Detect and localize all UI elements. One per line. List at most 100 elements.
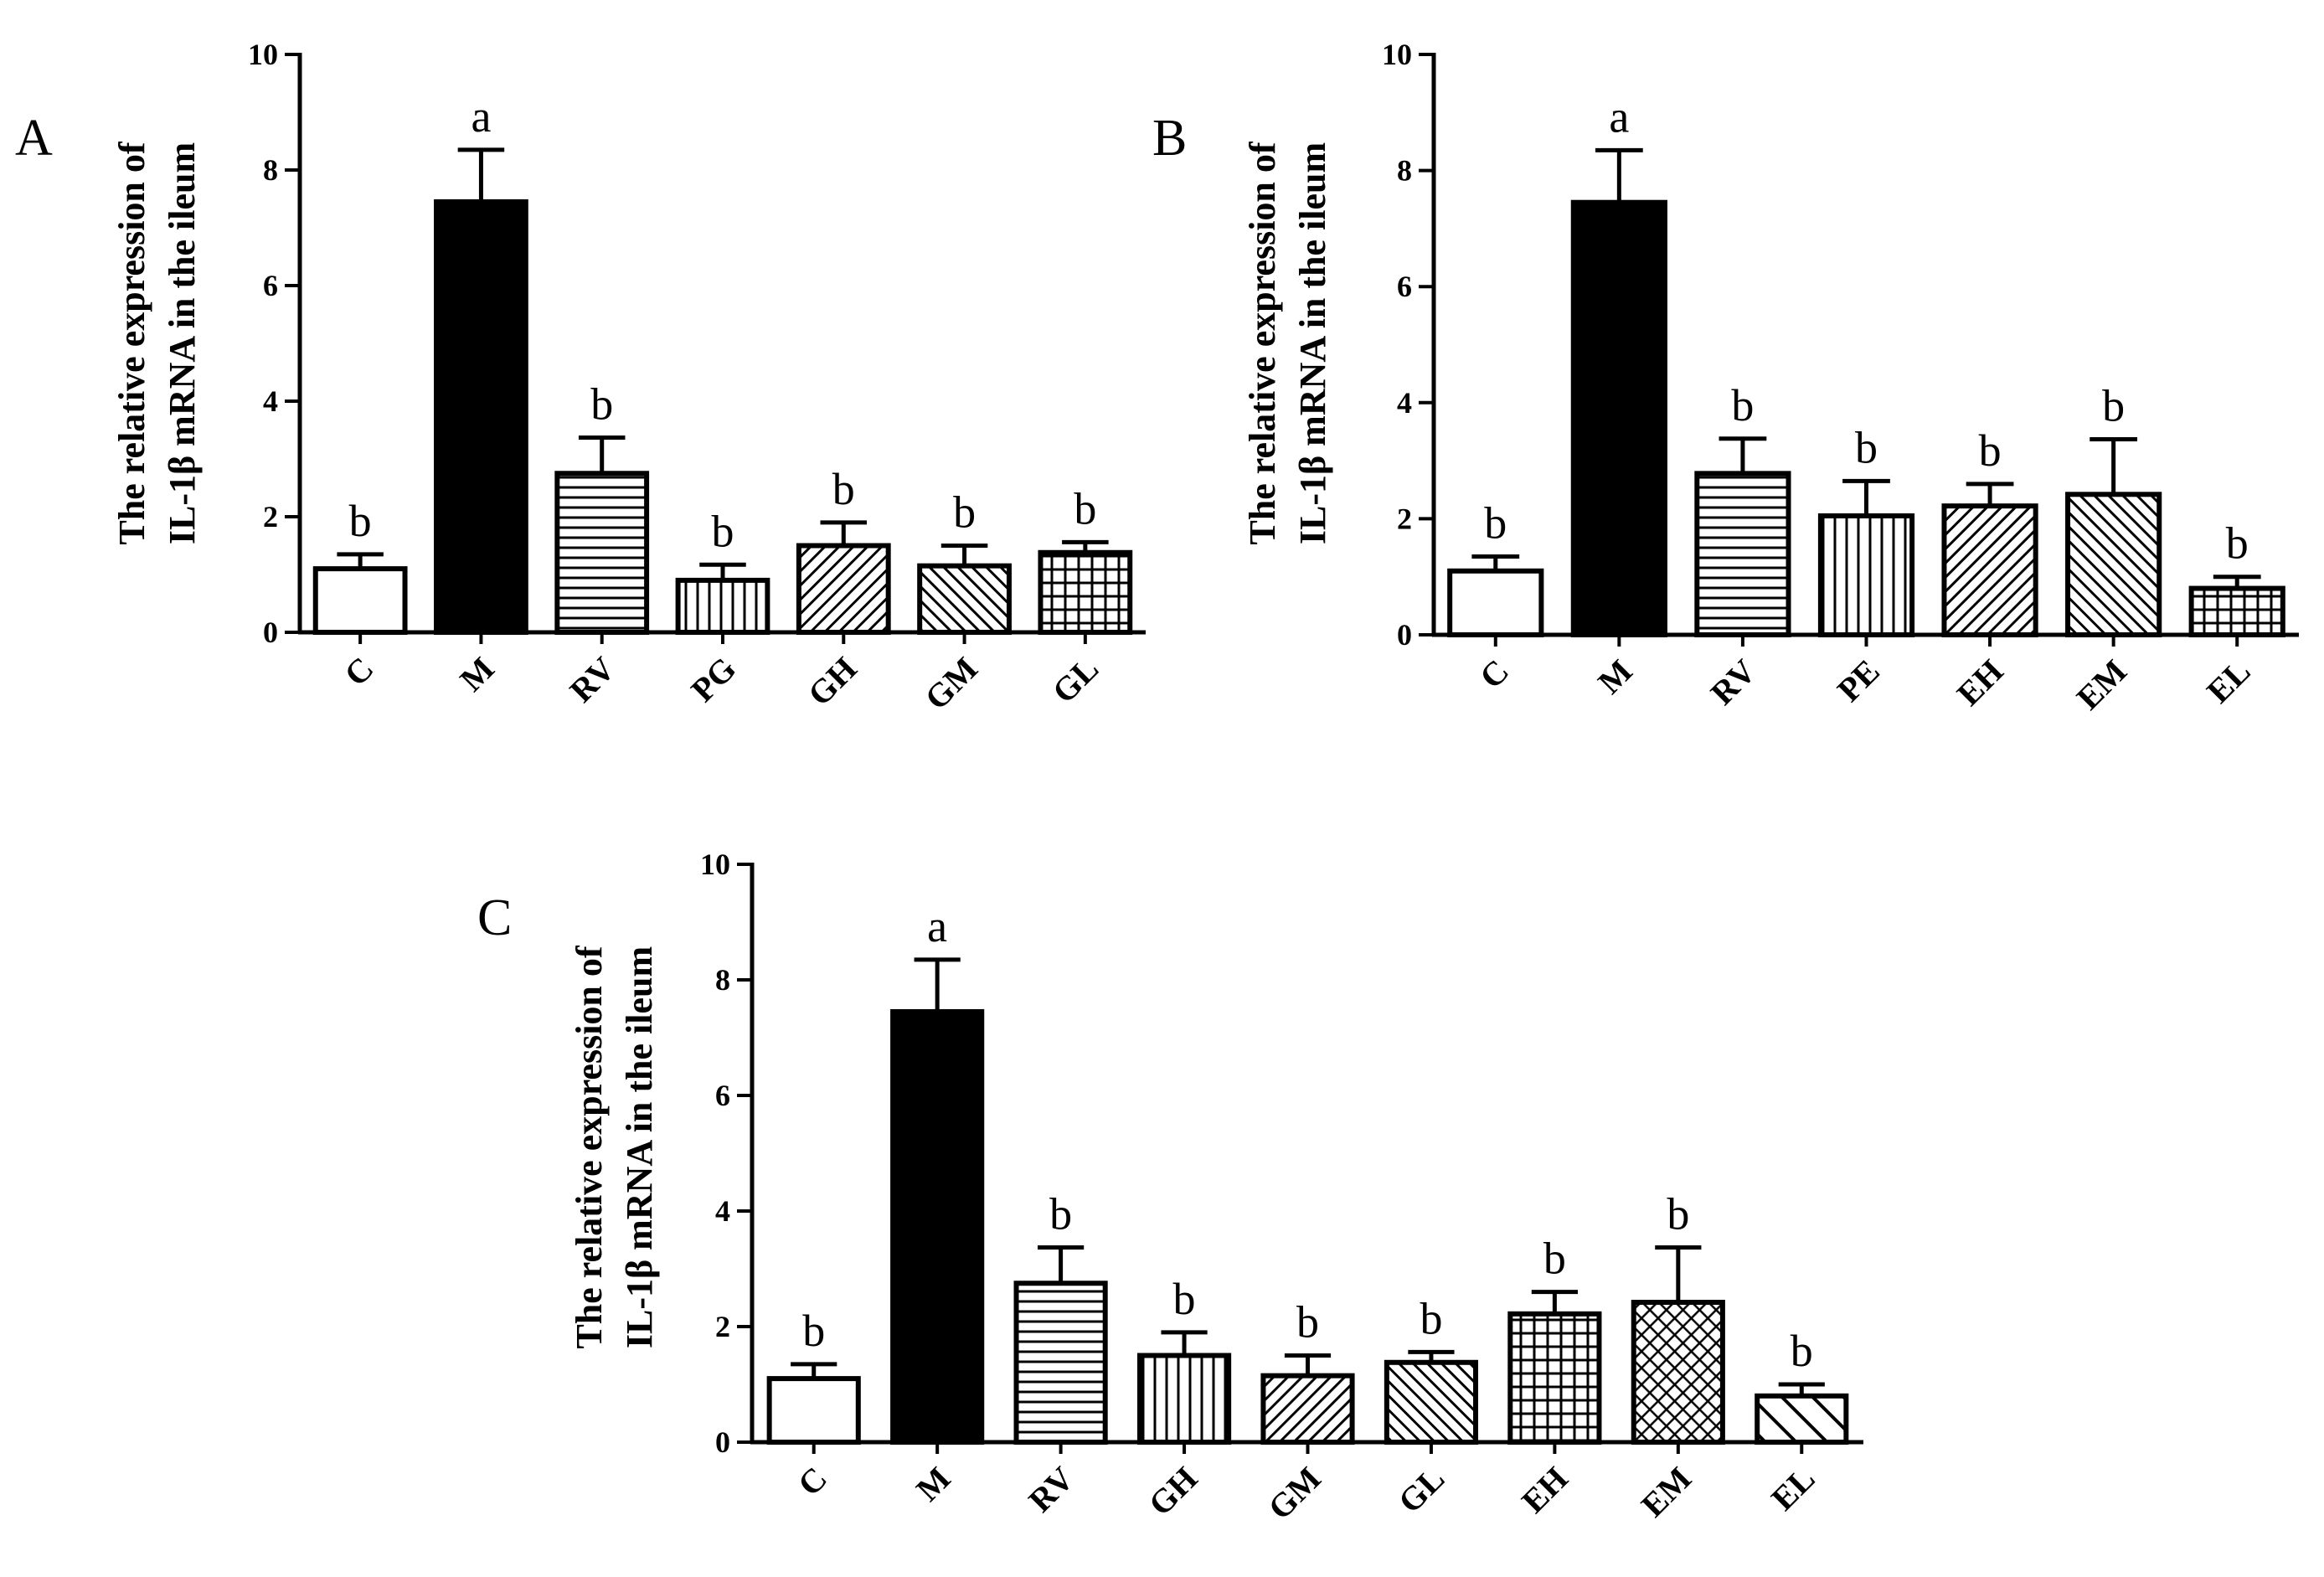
- y-tick-label: 6: [263, 269, 278, 302]
- y-axis-label-line1: The relative expression of: [1242, 141, 1283, 544]
- panel-letter: C: [477, 889, 512, 946]
- y-tick-label: 10: [1382, 38, 1412, 71]
- bar-GH: [1136, 1353, 1232, 1445]
- significance-label: b: [1074, 483, 1096, 533]
- significance-label: a: [1609, 91, 1629, 142]
- bar-EL: [1755, 1393, 1849, 1446]
- bar-EH: [1941, 503, 2038, 637]
- y-tick-label: 8: [1397, 154, 1412, 188]
- bar-C: [1447, 568, 1544, 638]
- x-tick-label: GH: [801, 650, 864, 714]
- x-tick-label: PG: [683, 650, 743, 709]
- bar-EH: [1507, 1311, 1602, 1445]
- y-tick-label: 0: [1397, 618, 1412, 652]
- x-tick-label: M: [452, 650, 502, 699]
- significance-label: b: [802, 1306, 825, 1356]
- y-tick-label: 2: [263, 500, 278, 533]
- plot-area: 0 2 4 6 8 10 Cb Ma RV b GH b GM b GL b EH b EM b EL b: [700, 848, 1863, 1527]
- bar-EM: [2065, 492, 2162, 637]
- y-tick-label: 4: [715, 1194, 730, 1228]
- bar-RV: [554, 471, 650, 635]
- significance-label: b: [1979, 425, 2002, 476]
- x-tick-label: GH: [1141, 1460, 1205, 1523]
- x-tick-label: C: [337, 650, 380, 693]
- bar-PG: [675, 577, 770, 636]
- y-tick-label: 0: [263, 616, 278, 649]
- significance-label: b: [349, 496, 372, 546]
- x-tick-label: GL: [1391, 1460, 1452, 1521]
- y-tick-label: 6: [715, 1079, 730, 1112]
- bar-GH: [796, 543, 891, 635]
- panel-b: B The relative expression of IL-1β mRNA …: [1152, 38, 2299, 717]
- significance-label: b: [1667, 1188, 1689, 1239]
- significance-label: a: [927, 901, 947, 951]
- significance-label: b: [2226, 518, 2249, 569]
- x-tick-label: RV: [1021, 1459, 1081, 1519]
- bar-C: [312, 566, 408, 635]
- significance-label: b: [953, 487, 976, 538]
- x-tick-label: GL: [1045, 650, 1106, 711]
- y-tick-label: 2: [715, 1310, 730, 1343]
- x-tick-label: M: [909, 1460, 958, 1509]
- y-axis-label-line1: The relative expression of: [111, 141, 152, 544]
- bar-GM: [1260, 1373, 1355, 1446]
- significance-label: a: [471, 91, 491, 142]
- y-axis-label-line2: IL-1β mRNA in the ileum: [619, 946, 660, 1348]
- y-tick-label: 8: [263, 153, 278, 187]
- x-tick-label: RV: [562, 649, 622, 709]
- x-tick-label: EL: [2199, 652, 2258, 711]
- y-tick-label: 10: [248, 38, 278, 71]
- x-tick-label: RV: [1703, 652, 1764, 712]
- bar-C: [766, 1376, 861, 1445]
- significance-label: b: [1855, 422, 1878, 472]
- panel-letter: B: [1152, 110, 1187, 167]
- y-tick-label: 6: [1397, 270, 1412, 303]
- x-tick-label: GM: [1260, 1460, 1328, 1528]
- significance-label: b: [712, 506, 734, 556]
- x-tick-label: C: [1472, 652, 1516, 696]
- bar-M: [1570, 199, 1667, 637]
- bar-GM: [917, 563, 1012, 636]
- bar-EL: [2188, 585, 2285, 637]
- x-tick-label: EM: [2069, 652, 2134, 717]
- bar-PE: [1817, 513, 1915, 637]
- y-tick-label: 4: [1397, 386, 1412, 420]
- plot-area: 0 2 4 6 8 10 Cb Ma RV b PG b GH b GM b GL b: [248, 38, 1146, 717]
- bar-M: [890, 1008, 985, 1445]
- x-tick-label: M: [1590, 652, 1640, 702]
- significance-label: b: [1296, 1297, 1319, 1348]
- bar-GL: [1038, 549, 1133, 636]
- panel-a: A The relative expression of IL-1β mRNA …: [15, 38, 1146, 717]
- panel-c: C The relative expression of IL-1β mRNA …: [477, 848, 1863, 1527]
- x-tick-label: C: [791, 1460, 834, 1503]
- plot-area: 0 2 4 6 8 10 Cb Ma RV b PE b EH b EM b EL b: [1382, 38, 2299, 717]
- bar-RV: [1694, 471, 1791, 638]
- y-tick-label: 8: [715, 963, 730, 997]
- x-tick-label: GM: [917, 650, 985, 718]
- y-tick-label: 10: [700, 848, 730, 881]
- bar-GL: [1384, 1359, 1479, 1446]
- y-tick-label: 2: [1397, 502, 1412, 535]
- significance-label: b: [832, 464, 855, 514]
- y-axis-label-line2: IL-1β mRNA in the ileum: [1292, 142, 1333, 544]
- x-tick-label: EM: [1634, 1460, 1698, 1524]
- significance-label: b: [1049, 1188, 1072, 1239]
- bar-EM: [1631, 1300, 1725, 1446]
- panel-letter: A: [15, 110, 53, 167]
- y-tick-label: 0: [715, 1425, 730, 1459]
- x-tick-label: EH: [1514, 1460, 1575, 1521]
- significance-label: b: [1173, 1274, 1196, 1324]
- significance-label: b: [1484, 497, 1507, 548]
- y-tick-label: 4: [263, 384, 278, 418]
- y-axis-label-line2: IL-1β mRNA in the ileum: [162, 142, 203, 544]
- significance-label: b: [2102, 380, 2125, 430]
- x-tick-label: EL: [1764, 1460, 1822, 1518]
- significance-label: b: [1731, 380, 1754, 430]
- significance-label: b: [1543, 1234, 1566, 1284]
- significance-label: b: [1791, 1326, 1813, 1376]
- y-axis-label-line1: The relative expression of: [569, 945, 610, 1348]
- x-tick-label: EH: [1950, 652, 2011, 714]
- x-tick-label: PE: [1830, 652, 1887, 709]
- significance-label: b: [1420, 1293, 1442, 1343]
